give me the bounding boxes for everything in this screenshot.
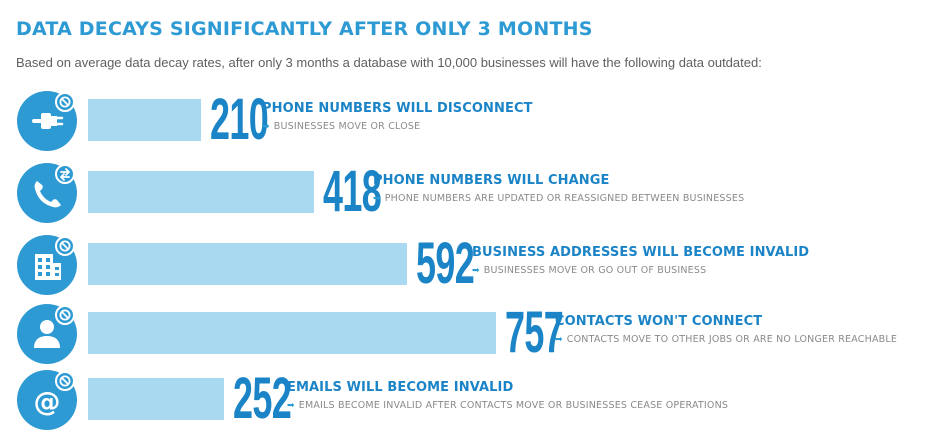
chart-title: DATA DECAYS SIGNIFICANTLY AFTER ONLY 3 M… (16, 18, 593, 40)
plug-icon (16, 90, 78, 152)
arrow-right-icon: ➡ (373, 194, 381, 204)
bar (88, 378, 224, 420)
bar (88, 171, 314, 213)
value-label: 210 (210, 87, 269, 152)
phone-icon (16, 162, 78, 224)
annotation-line: ➡ CONTACTS MOVE TO OTHER JOBS OR ARE NO L… (555, 334, 897, 345)
value-label: 252 (233, 366, 292, 431)
category-label: PHONE NUMBERS WILL DISCONNECT (262, 101, 533, 116)
category-label: PHONE NUMBERS WILL CHANGE (373, 173, 610, 188)
arrow-right-icon: ➡ (287, 401, 295, 411)
bar (88, 99, 201, 141)
value-label: 592 (416, 231, 475, 296)
bar-row: @ 252 EMAILS WILL BECOME INVALID ➡ EMAILS B… (0, 367, 932, 433)
no-icon (59, 240, 71, 252)
value-label: 418 (323, 159, 382, 224)
category-label: EMAILS WILL BECOME INVALID (287, 380, 514, 395)
annotation-line: ➡ EMAILS BECOME INVALID AFTER CONTACTS MO… (287, 400, 728, 411)
chart-subtitle: Based on average data decay rates, after… (16, 55, 762, 70)
annotation-text: CONTACTS MOVE TO OTHER JOBS OR ARE NO LO… (566, 334, 898, 345)
category-label: BUSINESS ADDRESSES WILL BECOME INVALID (472, 245, 810, 260)
bar-row: 210 PHONE NUMBERS WILL DISCONNECT ➡ BUSINES… (0, 88, 932, 154)
building-icon (16, 234, 78, 296)
annotation-line: ➡ BUSINESSES MOVE OR CLOSE (262, 121, 420, 132)
bar-row: 757 CONTACTS WON'T CONNECT ➡ CONTACTS MOVE … (0, 301, 932, 367)
annotation-text: BUSINESSES MOVE OR CLOSE (273, 121, 421, 132)
category-label: CONTACTS WON'T CONNECT (555, 314, 763, 329)
annotation-line: ➡ PHONE NUMBERS ARE UPDATED OR REASSIGNED… (373, 193, 744, 204)
bar-row: 592 BUSINESS ADDRESSES WILL BECOME INVALI… (0, 232, 932, 298)
person-icon (16, 303, 78, 365)
at-sign-icon: @ (16, 369, 78, 431)
bar (88, 312, 496, 354)
no-icon (59, 309, 71, 321)
arrow-right-icon: ➡ (262, 122, 270, 132)
arrow-right-icon: ➡ (555, 335, 563, 345)
swap-arrows-icon (60, 168, 70, 181)
bar-row: 418 PHONE NUMBERS WILL CHANGE ➡ PHONE NUMBE… (0, 160, 932, 226)
value-label: 757 (505, 300, 564, 365)
no-icon (59, 375, 71, 387)
annotation-line: ➡ BUSINESSES MOVE OR GO OUT OF BUSINESS (472, 265, 706, 276)
annotation-text: EMAILS BECOME INVALID AFTER CONTACTS MOV… (298, 400, 729, 411)
no-icon (59, 96, 71, 108)
annotation-text: PHONE NUMBERS ARE UPDATED OR REASSIGNED … (384, 193, 745, 204)
annotation-text: BUSINESSES MOVE OR GO OUT OF BUSINESS (483, 265, 707, 276)
bar (88, 243, 407, 285)
svg-text:@: @ (34, 387, 61, 418)
arrow-right-icon: ➡ (472, 266, 480, 276)
